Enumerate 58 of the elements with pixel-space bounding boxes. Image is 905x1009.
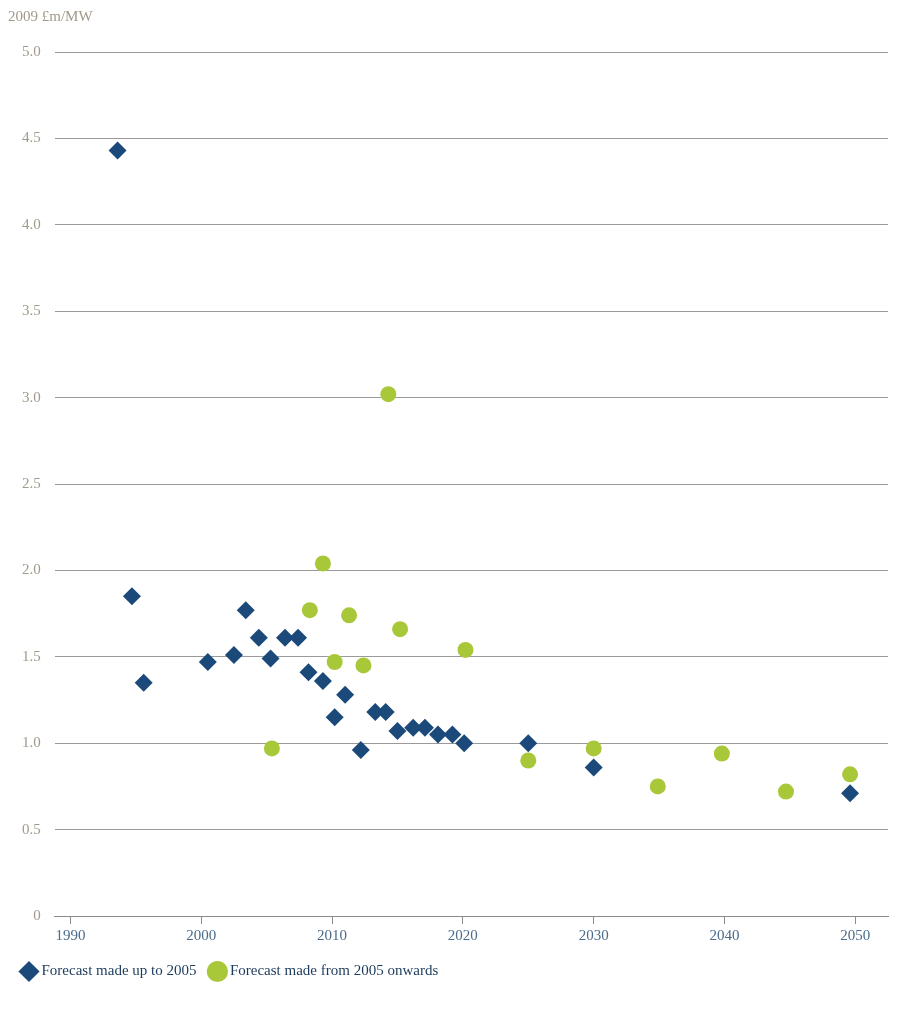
point — [336, 685, 355, 704]
point — [299, 663, 318, 682]
point — [122, 587, 141, 606]
x-tick-label: 2010 — [317, 926, 348, 943]
point — [341, 607, 358, 624]
y-tick-label: 0.5 — [22, 820, 41, 837]
point — [263, 740, 280, 757]
y-tick-label: 2.0 — [22, 561, 41, 578]
point — [198, 652, 217, 671]
point — [351, 741, 370, 760]
point — [325, 708, 344, 727]
point — [443, 725, 462, 744]
y-tick-label: 1.0 — [22, 734, 41, 751]
x-tick-label: 2040 — [709, 926, 740, 943]
point — [713, 745, 730, 762]
y-tick-label: 3.0 — [22, 388, 41, 405]
point — [261, 649, 280, 668]
y-tick-label: 3.5 — [22, 302, 41, 319]
x-tick-label: 2020 — [447, 926, 478, 943]
point — [134, 673, 153, 692]
y-tick-label: 4.5 — [22, 129, 41, 146]
point — [388, 722, 407, 741]
x-tick-label: 2030 — [578, 926, 609, 943]
y-axis-title: 2009 £m/MW — [8, 8, 94, 25]
point — [392, 621, 409, 638]
point — [519, 734, 538, 753]
point — [275, 628, 294, 647]
x-tick-label: 2000 — [186, 926, 217, 943]
point — [355, 657, 372, 674]
point — [777, 783, 794, 800]
point — [584, 758, 603, 777]
point — [841, 784, 860, 803]
y-tick-label: 4.0 — [22, 215, 41, 232]
x-tick-label: 1990 — [55, 926, 86, 943]
point — [301, 602, 318, 619]
y-tick-label: 1.5 — [22, 647, 41, 664]
y-tick-label: 2.5 — [22, 474, 41, 491]
point — [249, 628, 268, 647]
point — [326, 653, 343, 670]
point — [842, 766, 859, 783]
point — [236, 601, 255, 620]
x-tick-label: 2050 — [840, 926, 871, 943]
point — [520, 752, 537, 769]
point — [224, 646, 243, 665]
legend-label: Forecast made up to 2005 — [41, 962, 197, 979]
point — [380, 386, 397, 403]
legend-label: Forecast made from 2005 onwards — [229, 962, 439, 979]
point — [314, 555, 331, 572]
y-tick-label: 0 — [33, 906, 41, 923]
point — [455, 734, 474, 753]
point — [289, 628, 308, 647]
point — [649, 778, 666, 795]
y-tick-label: 5.0 — [22, 42, 41, 59]
point — [313, 671, 332, 690]
point — [457, 641, 474, 658]
point — [585, 740, 602, 757]
point — [108, 141, 127, 160]
point — [429, 725, 448, 744]
